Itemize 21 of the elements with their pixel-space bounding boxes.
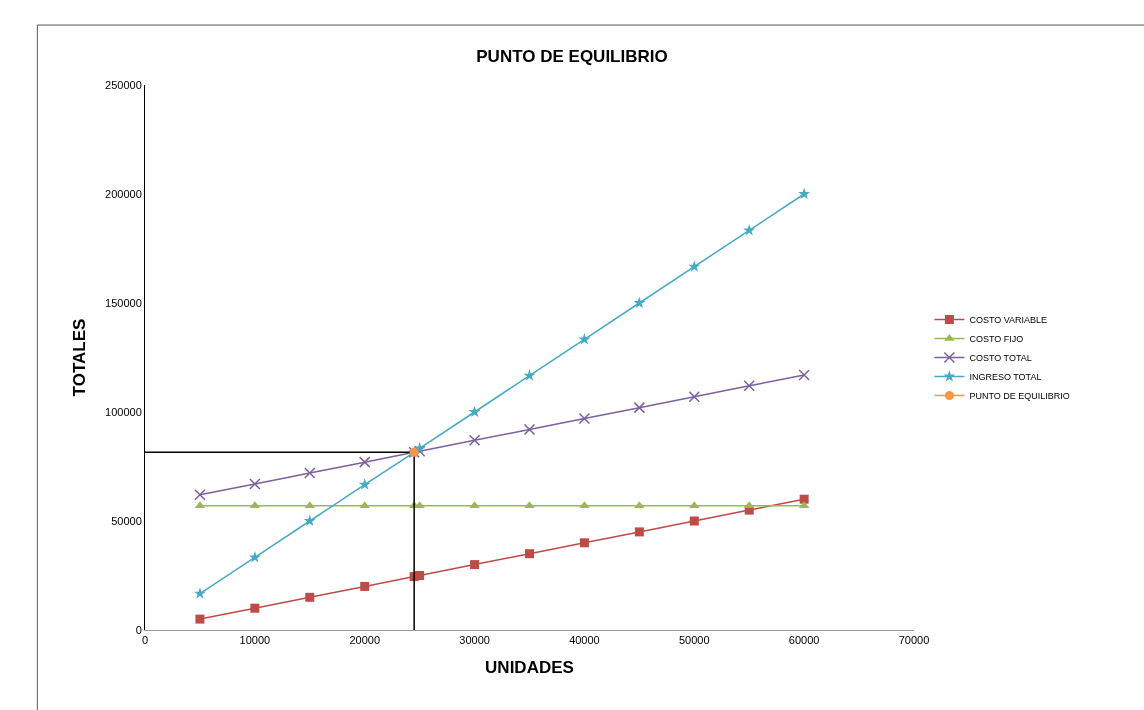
x-tick-label: 10000 bbox=[239, 634, 271, 647]
x-axis-title: UNIDADES bbox=[485, 657, 574, 677]
x-tick-label: 70000 bbox=[898, 634, 930, 647]
legend-label: COSTO TOTAL bbox=[969, 353, 1032, 364]
y-tick-label: 100000 bbox=[105, 405, 142, 418]
legend-label: INGRESO TOTAL bbox=[969, 372, 1042, 383]
x-tick-label: 60000 bbox=[788, 634, 820, 647]
y-axis-title: TOTALES bbox=[69, 318, 89, 397]
y-tick-label: 200000 bbox=[105, 187, 142, 200]
legend-label: PUNTO DE EQUILIBRIO bbox=[969, 391, 1070, 402]
chart-title: PUNTO DE EQUILIBRIO bbox=[476, 46, 668, 66]
x-tick-label: 30000 bbox=[459, 634, 490, 647]
y-tick-label: 250000 bbox=[105, 78, 142, 91]
y-tick-label: 50000 bbox=[111, 514, 142, 527]
x-tick-label: 20000 bbox=[349, 634, 381, 647]
y-tick-label: 150000 bbox=[105, 296, 142, 309]
x-tick-label: 40000 bbox=[569, 634, 600, 647]
x-tick-label: 50000 bbox=[678, 634, 710, 647]
legend-label: COSTO VARIABLE bbox=[969, 315, 1048, 326]
y-tick-label: 0 bbox=[135, 623, 142, 636]
legend-label: COSTO FIJO bbox=[969, 334, 1024, 345]
